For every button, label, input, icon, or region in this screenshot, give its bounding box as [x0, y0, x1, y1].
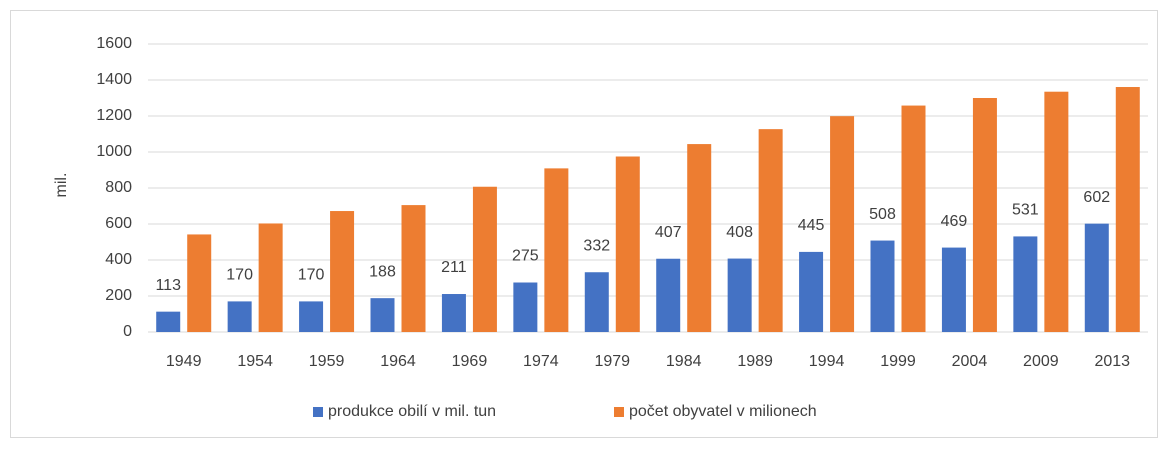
x-tick-label: 1954	[237, 353, 273, 370]
bar	[727, 258, 752, 332]
bar	[1013, 236, 1038, 332]
data-label: 531	[1012, 202, 1039, 219]
x-tick-label: 1974	[523, 353, 559, 370]
data-label: 445	[798, 217, 825, 234]
data-label: 508	[869, 206, 896, 223]
bar	[656, 258, 681, 332]
y-tick-label: 800	[105, 179, 132, 196]
data-label: 275	[512, 248, 539, 265]
bar	[513, 282, 538, 332]
x-tick-label: 1979	[594, 353, 630, 370]
data-label: 469	[941, 213, 968, 230]
legend-swatch	[313, 407, 323, 417]
bar	[870, 240, 895, 332]
y-tick-label: 1000	[96, 143, 132, 160]
y-tick-label: 1400	[96, 71, 132, 88]
bar	[227, 301, 252, 332]
bar	[401, 205, 426, 332]
bar	[799, 251, 824, 332]
bar	[687, 144, 712, 332]
bar	[901, 105, 926, 332]
legend-label: produkce obilí v mil. tun	[328, 403, 496, 420]
data-label: 170	[298, 267, 325, 284]
x-tick-label: 1984	[666, 353, 702, 370]
bar	[758, 129, 783, 332]
bar	[1115, 87, 1140, 333]
bar	[972, 98, 997, 332]
x-tick-label: 1994	[809, 353, 845, 370]
data-label: 113	[155, 277, 181, 294]
data-label: 188	[369, 263, 396, 280]
y-tick-label: 600	[105, 215, 132, 232]
x-tick-label: 1969	[452, 353, 488, 370]
bar	[1084, 223, 1109, 332]
y-tick-label: 400	[105, 251, 132, 268]
x-tick-label: 1964	[380, 353, 416, 370]
x-tick-label: 2009	[1023, 353, 1059, 370]
data-label: 407	[655, 224, 682, 241]
y-tick-label: 1200	[96, 107, 132, 124]
data-label: 332	[583, 237, 610, 254]
bar	[472, 186, 497, 332]
bar	[330, 211, 355, 332]
data-label: 602	[1083, 189, 1110, 206]
y-tick-label: 0	[123, 323, 132, 340]
data-label: 211	[441, 259, 467, 276]
x-tick-label: 1949	[166, 353, 202, 370]
x-tick-label: 1999	[880, 353, 916, 370]
y-tick-label: 1600	[96, 35, 132, 52]
bar	[441, 294, 466, 332]
x-tick-label: 2013	[1094, 353, 1130, 370]
bar	[156, 311, 181, 332]
data-label: 408	[726, 224, 753, 241]
bar	[187, 234, 212, 332]
x-tick-label: 1989	[737, 353, 773, 370]
x-tick-label: 1959	[309, 353, 345, 370]
bar	[941, 247, 966, 332]
bar	[299, 301, 324, 332]
legend-label: počet obyvatel v milionech	[629, 403, 817, 420]
bar	[584, 272, 609, 332]
bar	[615, 156, 640, 332]
bar	[830, 116, 855, 333]
x-tick-label: 2004	[952, 353, 988, 370]
bar	[1044, 91, 1069, 332]
bar	[258, 223, 283, 332]
legend-swatch	[614, 407, 624, 417]
y-axis-label: mil.	[53, 173, 70, 198]
y-tick-label: 200	[105, 287, 132, 304]
bar	[544, 168, 569, 332]
data-label: 170	[226, 267, 253, 284]
bar	[370, 298, 395, 332]
